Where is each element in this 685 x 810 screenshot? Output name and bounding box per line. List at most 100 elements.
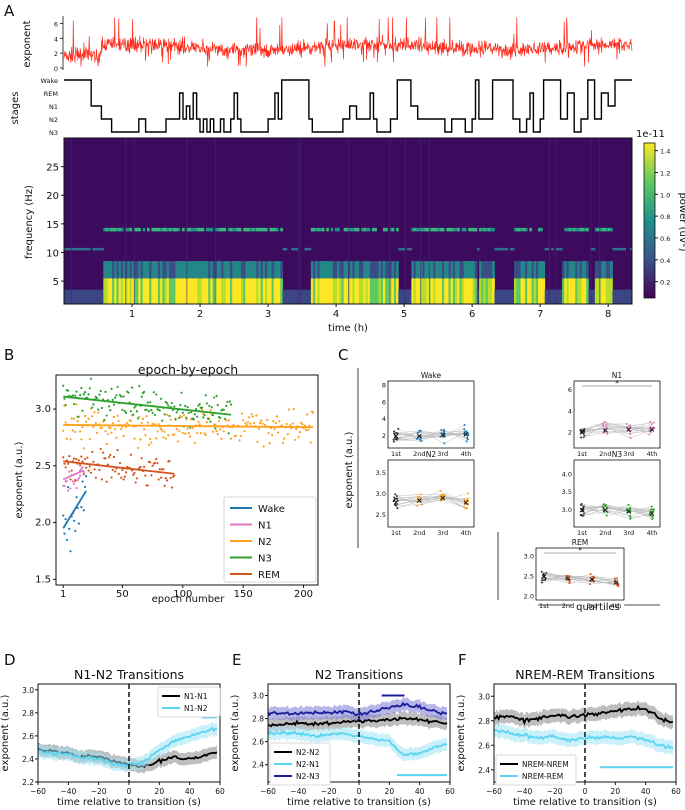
spectro-delta-band	[129, 261, 133, 279]
spectro-delta-band	[321, 261, 325, 279]
epoch-ytick: 1.5	[35, 574, 51, 585]
epoch-point-n2	[214, 423, 217, 426]
epoch-point-n2	[85, 420, 88, 423]
spectro-spindle	[155, 227, 159, 232]
spectro-delta-band	[363, 261, 366, 279]
exponent-axis-label: exponent	[22, 20, 33, 67]
spectro-low-band	[610, 278, 613, 304]
epoch-point-n2	[93, 411, 96, 414]
spectro-delta-band	[230, 261, 233, 279]
spectro-spindle	[411, 227, 415, 232]
subject-point	[580, 436, 583, 439]
quartile-mean: ×	[393, 498, 400, 507]
subject-point	[463, 501, 466, 504]
spectro-delta-band	[452, 261, 456, 279]
spectro-low-band	[348, 278, 351, 304]
epoch-point-rem	[173, 474, 176, 477]
subject-point	[439, 489, 442, 492]
spectro-delta-band	[256, 261, 259, 279]
spectro-wake-low	[555, 289, 559, 304]
spectro-low-band	[481, 278, 484, 304]
spectro-low-band	[354, 278, 358, 304]
spectro-delta-band	[358, 261, 362, 279]
quartile-mean: ×	[463, 498, 470, 507]
spectro-spindle	[142, 227, 146, 232]
spectro-low-band	[238, 278, 242, 304]
quartile-mean: ×	[416, 431, 423, 440]
spectro-delta-band	[140, 261, 144, 279]
epoch-point-n3	[170, 401, 174, 405]
spectro-low-band	[352, 278, 356, 304]
spectro-delta-band	[433, 261, 436, 279]
spectro-wake-low	[618, 289, 622, 304]
epoch-point-n3	[74, 394, 77, 397]
spectro-alpha	[494, 247, 498, 251]
spectro-spindle	[389, 227, 393, 232]
transition-ylabel: exponent (a.u.)	[230, 694, 241, 771]
epoch-point-n3	[112, 403, 116, 406]
spectro-low-band	[435, 278, 439, 304]
frequency-tick: 20	[46, 191, 59, 202]
spectro-spindle	[164, 227, 168, 232]
spectro-alpha	[295, 247, 299, 251]
spectro-delta-band	[315, 261, 318, 279]
spectro-delta-band	[328, 261, 332, 279]
epoch-point-rem	[104, 457, 107, 460]
spectro-low-band	[577, 278, 581, 304]
transition-ytick: 2.2	[22, 778, 34, 787]
quartile-subplot-n2: N2 3.5 3.0 2.5 1st 2nd 3rd 4th × × × ×	[376, 450, 475, 537]
subject-line	[396, 430, 465, 444]
spectro-delta-band	[597, 261, 600, 279]
spectro-delta-band	[485, 261, 489, 279]
spectro-artifact	[590, 138, 592, 304]
epoch-point-n2	[198, 423, 201, 426]
transition-xtick: 0	[357, 787, 362, 796]
spectro-low-band	[269, 278, 273, 304]
spectro-spindle	[516, 227, 519, 232]
epoch-point-rem	[75, 458, 78, 461]
subject-line	[395, 496, 467, 509]
epoch-ytick: 2.0	[35, 518, 51, 529]
epoch-point-n3	[66, 389, 70, 392]
epoch-point-n3	[168, 414, 171, 418]
epoch-point-n3	[89, 377, 93, 380]
subject-point	[604, 503, 607, 506]
spectro-low-band	[230, 278, 233, 304]
spectro-spindle	[186, 227, 190, 232]
spectro-alpha	[551, 247, 554, 251]
epoch-point-rem	[155, 457, 158, 461]
spectro-low-band	[232, 278, 235, 304]
spectro-delta-band	[341, 261, 345, 279]
subject-point	[566, 576, 569, 579]
epoch-point-wake	[81, 480, 84, 483]
epoch-point-n3	[214, 427, 217, 430]
epoch-point-rem	[165, 479, 169, 482]
epoch-point-n3	[143, 390, 146, 393]
epoch-point-n3	[127, 391, 130, 394]
spectro-spindle	[439, 227, 443, 232]
epoch-point-n2	[81, 426, 84, 429]
spectro-low-band	[129, 278, 133, 304]
spectro-wake-low	[66, 289, 69, 304]
spectro-delta-band	[332, 261, 336, 279]
spectro-low-band	[374, 278, 377, 304]
subject-point	[418, 500, 421, 503]
epoch-point-n2	[155, 437, 158, 440]
panel-d: N1-N2 Transitions exponent (a.u.) time rel…	[0, 667, 225, 808]
transition-xtick: 40	[415, 787, 425, 796]
epoch-point-n2	[88, 437, 91, 440]
spectro-spindle	[175, 227, 179, 232]
epoch-point-rem	[153, 461, 157, 464]
stage-tick: N2	[49, 116, 58, 124]
subject-point	[440, 428, 443, 431]
time-tick: 8	[605, 309, 611, 320]
epoch-point-n1	[66, 489, 70, 492]
spectro-spindle	[162, 227, 165, 232]
subject-point	[443, 433, 446, 436]
subject-line	[581, 508, 650, 520]
spectro-delta-band	[603, 261, 607, 279]
legend-label-n2: N2	[258, 537, 272, 548]
spectro-wake-low	[90, 289, 93, 304]
spectro-low-band	[203, 278, 207, 304]
spectro-delta-band	[192, 261, 196, 279]
